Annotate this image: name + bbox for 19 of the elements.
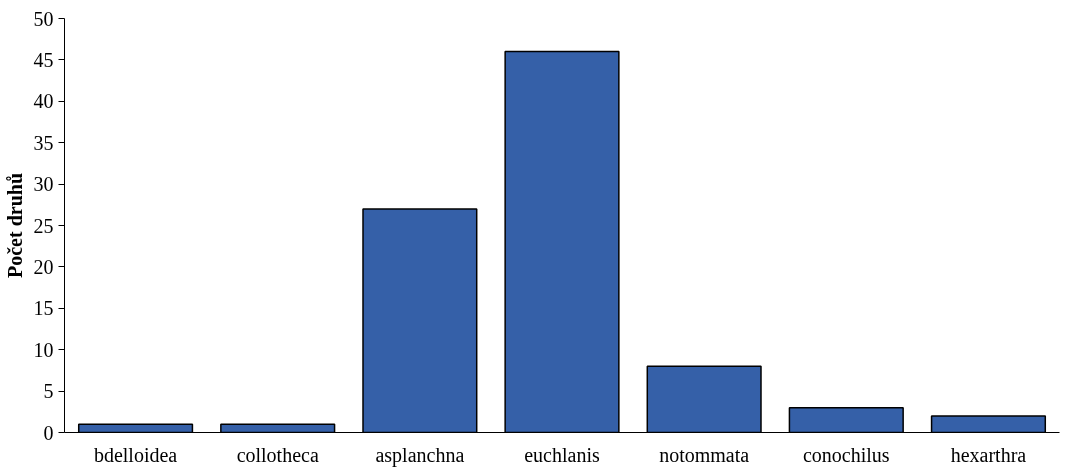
y-tick-label: 15 (33, 297, 54, 320)
y-axis-title: Počet druhů (3, 173, 26, 278)
x-tick-label: asplanchna (375, 443, 465, 467)
y-tick-label: 45 (33, 48, 54, 71)
y-tick-label: 20 (33, 255, 54, 278)
y-tick-label: 30 (33, 173, 54, 196)
y-tick-label: 40 (33, 90, 54, 113)
x-tick-label: hexarthra (950, 443, 1027, 466)
y-tick-label: 5 (43, 380, 54, 403)
x-tick-label: notommata (659, 443, 750, 466)
x-tick-label: euchlanis (524, 443, 600, 466)
y-tick-label: 35 (33, 131, 54, 154)
x-tick-label: conochilus (802, 443, 890, 466)
y-tick-label: 10 (33, 338, 54, 361)
y-tick-label: 0 (43, 421, 54, 444)
y-tick-label: 50 (33, 7, 54, 30)
x-tick-label: bdelloidea (93, 443, 178, 466)
y-tick-label: 25 (33, 214, 54, 237)
x-tick-label: collotheca (236, 443, 319, 466)
